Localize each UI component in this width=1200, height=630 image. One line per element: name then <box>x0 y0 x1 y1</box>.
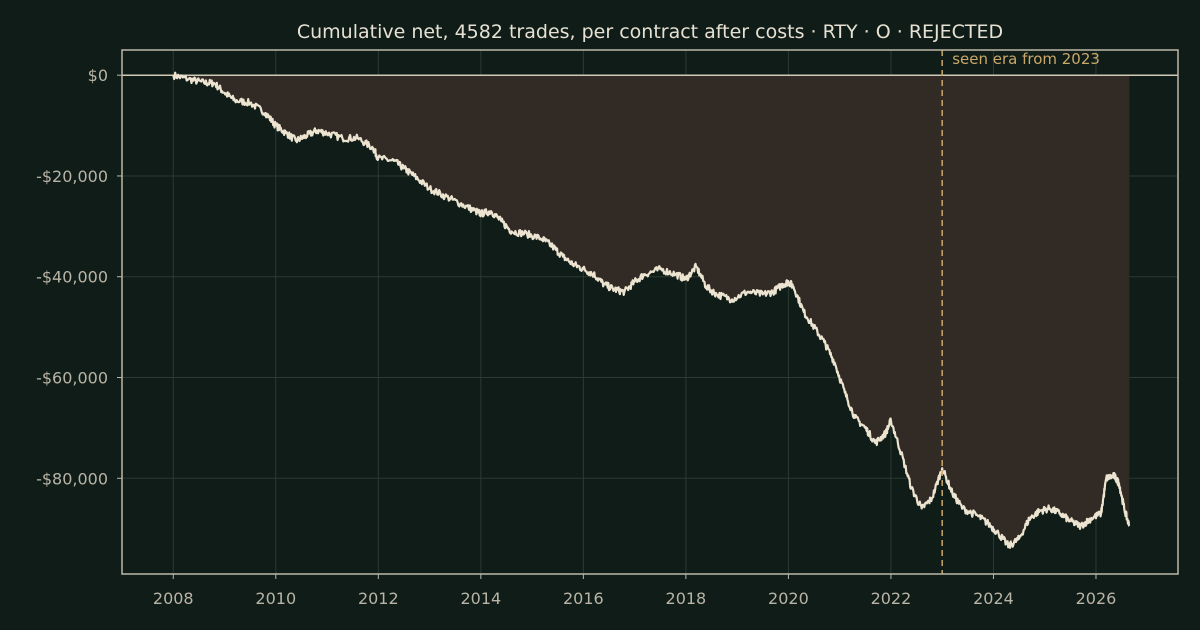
x-tick-label: 2026 <box>1076 589 1117 608</box>
y-axis-ticks: $0 -$20,000 -$40,000 -$60,000 -$80,000 <box>36 66 122 488</box>
x-tick-label: 2024 <box>973 589 1014 608</box>
cumulative-net-line <box>172 71 1131 549</box>
x-tick-label: 2018 <box>666 589 707 608</box>
y-tick-label: $0 <box>88 66 108 85</box>
seen-era-label: seen era from 2023 <box>952 50 1100 68</box>
x-tick-label: 2020 <box>768 589 809 608</box>
x-tick-label: 2010 <box>255 589 296 608</box>
y-tick-label: -$80,000 <box>36 469 108 488</box>
y-tick-label: -$60,000 <box>36 369 108 388</box>
x-tick-label: 2008 <box>153 589 194 608</box>
plot-frame <box>121 49 1179 575</box>
y-tick-label: -$20,000 <box>36 167 108 186</box>
x-tick-label: 2016 <box>563 589 604 608</box>
x-tick-label: 2012 <box>358 589 399 608</box>
x-tick-label: 2014 <box>460 589 501 608</box>
y-tick-label: -$40,000 <box>36 268 108 287</box>
drawdown-fill-area <box>173 72 1130 548</box>
chart-title: Cumulative net, 4582 trades, per contrac… <box>297 21 1003 43</box>
x-axis-ticks: 2008 2010 2012 2014 2016 2018 2020 2022 2024 2026 <box>153 574 1116 608</box>
x-tick-label: 2022 <box>871 589 912 608</box>
